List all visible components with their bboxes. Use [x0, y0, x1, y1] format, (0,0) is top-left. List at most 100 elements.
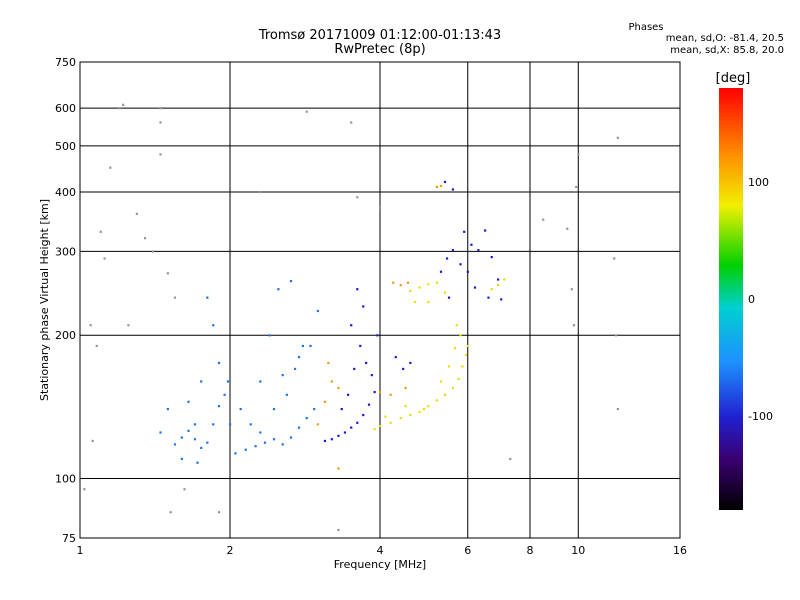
data-point — [95, 344, 98, 348]
stats-line-x: mean, sd,X: 85.8, 20.0 — [670, 45, 784, 56]
x-tick-labels: 1 2 4 6 8 10 16 — [77, 544, 688, 557]
data-point — [353, 367, 356, 371]
data-point — [118, 107, 121, 110]
x-tick-label: 6 — [464, 544, 471, 557]
y-axis-label: Stationary phase Virtual Height [km] — [38, 199, 51, 401]
data-point — [359, 344, 362, 348]
plot-frame — [79, 61, 681, 539]
data-point — [254, 445, 257, 448]
data-point — [159, 431, 162, 434]
data-point — [496, 284, 500, 287]
data-point — [122, 103, 125, 106]
data-point — [614, 334, 618, 337]
colorbar-tick-label: -100 — [748, 410, 773, 423]
data-point — [406, 281, 410, 284]
y-tick-label: 400 — [55, 186, 76, 199]
y-tick-label: 500 — [55, 140, 76, 153]
data-point — [356, 421, 359, 424]
data-point — [200, 446, 203, 450]
data-point — [616, 136, 619, 139]
x-tick-label: 10 — [571, 544, 585, 557]
data-point — [435, 399, 438, 402]
data-point — [367, 403, 371, 406]
data-point — [484, 229, 487, 232]
x-tick-label: 1 — [77, 544, 84, 557]
data-point — [500, 298, 503, 301]
data-point — [570, 288, 573, 291]
data-point — [259, 190, 262, 194]
data-point — [337, 434, 340, 437]
data-point — [427, 300, 430, 304]
data-point — [159, 121, 162, 124]
data-point — [330, 438, 333, 441]
data-point — [316, 309, 319, 313]
colorbar-tick-label: 100 — [748, 176, 769, 189]
data-point — [384, 415, 387, 418]
data-point — [223, 393, 226, 396]
data-point — [272, 438, 276, 441]
data-point — [443, 291, 447, 294]
x-tick-label: 16 — [673, 544, 687, 557]
y-tick-label: 200 — [55, 329, 76, 342]
data-point — [277, 288, 280, 291]
chart-subtitle: RwPretec (8p) — [334, 42, 426, 57]
data-point — [83, 488, 86, 491]
data-point — [350, 121, 353, 124]
data-point — [297, 426, 301, 429]
data-point — [244, 448, 247, 451]
stats-line-o: mean, sd,O: -81.4, 20.5 — [665, 33, 784, 44]
data-point — [575, 185, 578, 189]
data-point — [143, 237, 147, 240]
data-point — [173, 443, 177, 446]
data-point — [309, 344, 312, 348]
data-point — [379, 390, 382, 394]
data-point — [187, 429, 190, 432]
data-point — [200, 380, 203, 383]
data-point — [445, 257, 449, 260]
data-point — [337, 528, 340, 532]
data-point — [305, 110, 308, 113]
data-point — [337, 386, 340, 390]
y-tick-labels: 75 100 200 300 400 500 600 750 — [55, 56, 76, 545]
data-point — [459, 263, 462, 266]
data-point — [447, 365, 451, 368]
data-point — [229, 423, 232, 426]
data-point — [487, 296, 490, 299]
data-point — [503, 278, 506, 281]
data-point — [470, 243, 473, 246]
data-point — [427, 283, 430, 286]
data-point — [389, 421, 392, 424]
data-point — [439, 380, 443, 383]
data-point — [464, 353, 468, 356]
data-point — [343, 431, 347, 434]
data-point — [183, 488, 186, 491]
data-point — [379, 207, 382, 210]
data-point — [409, 361, 412, 365]
plot-points — [83, 103, 619, 532]
x-tick-label: 4 — [377, 544, 384, 557]
data-point — [281, 443, 284, 446]
data-point — [356, 288, 359, 291]
data-point — [413, 300, 417, 304]
data-point — [159, 107, 162, 110]
data-point — [376, 334, 379, 337]
data-point — [285, 393, 288, 396]
data-point — [613, 257, 616, 260]
data-point — [263, 441, 267, 444]
data-point — [435, 281, 438, 284]
data-point — [418, 286, 421, 289]
data-point — [249, 423, 252, 426]
data-point — [151, 250, 155, 253]
data-point — [463, 230, 466, 233]
data-point — [239, 407, 242, 411]
data-point — [453, 347, 456, 350]
y-tick-label: 75 — [62, 532, 76, 545]
data-point — [422, 407, 426, 411]
data-point — [169, 511, 172, 514]
data-point — [212, 324, 215, 327]
data-point — [577, 153, 580, 156]
data-point — [466, 270, 469, 273]
data-point — [443, 180, 447, 184]
data-point — [365, 361, 368, 365]
data-point — [99, 230, 102, 233]
